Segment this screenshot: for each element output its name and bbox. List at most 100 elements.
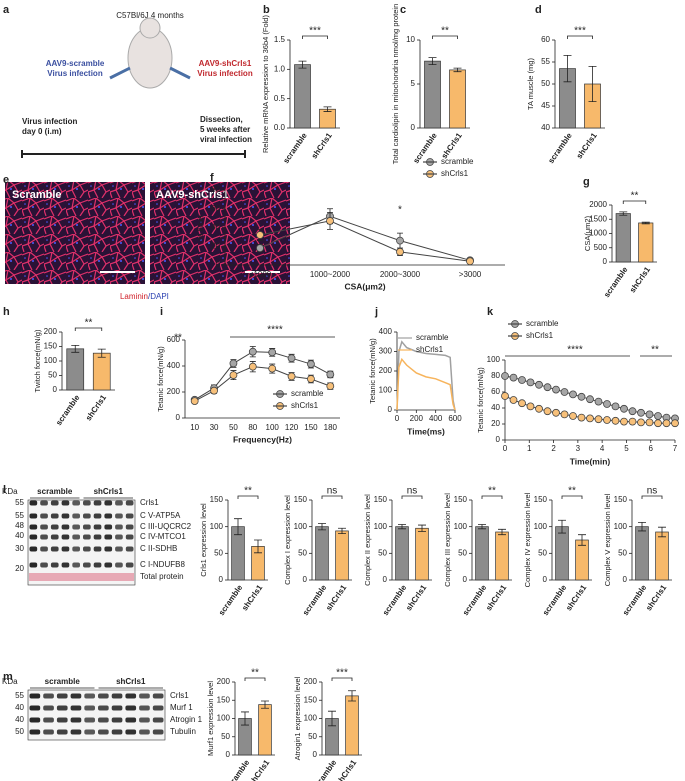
blot-band [61, 500, 70, 506]
x-tick-label: 50 [229, 423, 238, 432]
band-label: Atrogin 1 [170, 715, 203, 724]
x-tick-label: shCrls1 [247, 758, 272, 781]
blot-band [40, 546, 48, 552]
significance-bracket [401, 495, 423, 499]
error-bar [641, 221, 650, 225]
blot-band [139, 693, 150, 699]
blot-band [111, 717, 123, 723]
syringe [169, 66, 191, 80]
marker [509, 396, 518, 404]
panel-label: j [374, 306, 378, 318]
y-tick-label: 0 [543, 575, 548, 584]
y-tick-label: 150 [534, 495, 548, 504]
bar [495, 531, 509, 581]
marker [326, 217, 334, 225]
x-tick-label: scramble [602, 265, 630, 299]
blot-band [70, 693, 82, 699]
y-axis-label: Relative mRNA expression to 36b4 (Fold) [261, 15, 270, 153]
y-tick-label: 0 [383, 575, 388, 584]
blot-band [98, 705, 109, 711]
x-tick-label: 3 [576, 444, 581, 453]
blot-band [104, 500, 113, 506]
panel-label: b [263, 4, 270, 16]
blot-band [83, 562, 91, 568]
blot-band [61, 513, 70, 519]
marker [543, 407, 552, 416]
significance-bracket [481, 495, 503, 499]
y-tick-label: 200 [304, 677, 318, 686]
x-tick-label: 1000~2000 [310, 270, 351, 279]
blot-band [125, 705, 137, 711]
blot-band [115, 524, 123, 530]
blot-band [115, 562, 123, 568]
label: Virus infection [22, 117, 78, 126]
unit-label: KDa [2, 487, 18, 496]
marker [535, 380, 543, 389]
blot-band [93, 562, 102, 568]
marker [190, 397, 199, 406]
marker [248, 362, 257, 371]
marker [611, 402, 620, 411]
marker [518, 399, 526, 408]
y-tick-label: 600 [167, 335, 181, 344]
image-label: Scramble [12, 189, 62, 201]
marker [396, 236, 404, 245]
blot-band [50, 513, 59, 519]
marker [654, 419, 662, 428]
marker [466, 257, 474, 266]
marker [326, 370, 335, 379]
marker [603, 416, 611, 424]
panel-label: e [3, 174, 9, 186]
x-axis-label: Time(min) [570, 456, 611, 466]
image [5, 182, 145, 284]
significance-bracket [641, 495, 663, 499]
x-tick-label: scramble [546, 131, 574, 165]
error-bar [428, 57, 437, 66]
marker [569, 412, 577, 420]
legend-label: scramble [526, 319, 559, 328]
blot-band [125, 693, 137, 699]
significance-label: * [398, 205, 402, 216]
ladder-label: 20 [15, 564, 24, 573]
y-tick-label: 150 [294, 495, 308, 504]
bar [294, 64, 311, 129]
y-tick-label: 50 [221, 732, 230, 741]
blot-band [152, 693, 164, 699]
error-bar [638, 522, 646, 532]
group-label: shCrls1 [94, 487, 124, 496]
blot-band [72, 524, 80, 530]
blot-band [125, 729, 137, 735]
significance-label: ** [174, 333, 182, 344]
blot-band [72, 513, 80, 519]
x-tick-label: scramble [541, 583, 569, 617]
mouse-head [139, 17, 161, 39]
x-tick-label: 2000~3000 [380, 270, 421, 279]
y-tick-label: 40 [211, 223, 220, 232]
significance-bracket [74, 327, 103, 331]
marker [586, 414, 594, 423]
blot-band [40, 524, 48, 530]
error-bar [348, 690, 356, 702]
y-tick-label: 100 [374, 522, 388, 531]
marker [509, 373, 518, 382]
panel-label: m [3, 671, 13, 683]
marker [268, 348, 277, 357]
bar [335, 530, 349, 581]
y-axis-label: % Fiber [196, 214, 205, 240]
marker [569, 390, 577, 399]
x-tick-label: scramble [621, 583, 649, 617]
syringe [109, 66, 131, 80]
significance-bracket [244, 677, 266, 681]
y-tick-label: 100 [614, 522, 628, 531]
y-tick-label: 50 [541, 79, 550, 88]
x-tick-label: shCrls1 [644, 583, 669, 613]
significance-label: ** [251, 668, 259, 679]
marker [594, 397, 603, 406]
blot-band [104, 534, 113, 540]
significance-label: *** [336, 668, 348, 679]
marker [256, 231, 264, 239]
group-label: scramble [37, 487, 73, 496]
y-tick-label: 300 [379, 347, 393, 356]
y-tick-label: 0 [313, 750, 318, 759]
